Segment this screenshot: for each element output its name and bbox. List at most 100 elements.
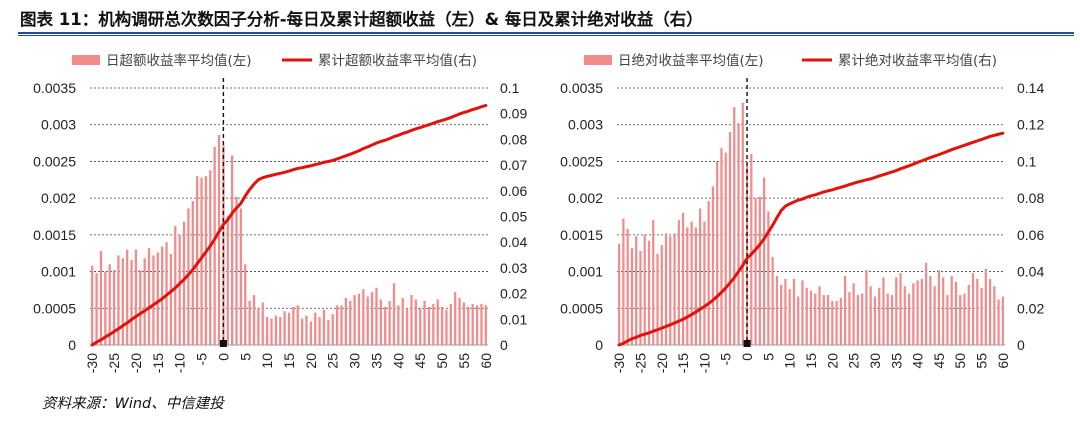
y-tick-label-right: 0.03 [500, 260, 527, 276]
bar [886, 293, 889, 345]
bar [856, 295, 860, 345]
x-tick-label: 40 [910, 353, 926, 369]
bar [933, 286, 936, 345]
y-tick-label-left: 0.0015 [33, 227, 76, 243]
bar [976, 278, 979, 345]
bar [780, 284, 783, 345]
cumulative-line [90, 103, 488, 347]
figure-label: 图表 11： [20, 10, 99, 29]
bar [300, 318, 304, 345]
bar [907, 293, 911, 345]
bar [1001, 296, 1004, 345]
bar [993, 286, 996, 345]
x-tick-label: 60 [478, 353, 494, 369]
bar [865, 270, 868, 345]
y-tick-label-left: 0.0015 [560, 227, 603, 243]
y-tick-label-left: 0.002 [568, 190, 603, 206]
bar [248, 300, 251, 345]
bar [861, 293, 864, 345]
bar [805, 287, 808, 345]
bar [771, 256, 774, 345]
bar [669, 236, 672, 345]
x-tick-label: 55 [456, 353, 472, 369]
bar [942, 277, 945, 345]
bar [117, 255, 120, 345]
y-tick-label-left: 0.0035 [33, 80, 76, 96]
bar [997, 299, 1000, 345]
bar [954, 281, 958, 345]
bar [252, 295, 256, 345]
bar [950, 275, 953, 345]
bar [217, 134, 221, 345]
bar [265, 317, 269, 345]
x-tick-label: 0 [215, 353, 231, 361]
bar [270, 318, 273, 345]
bar [432, 303, 435, 345]
bar [335, 305, 339, 345]
bar [182, 221, 186, 345]
bar [414, 299, 417, 345]
bar [112, 270, 116, 345]
bar [340, 305, 343, 345]
x-tick-label: 0 [739, 353, 755, 361]
bar [357, 293, 361, 345]
y-tick-label-right: 0.02 [500, 286, 527, 302]
bar [699, 208, 702, 345]
bar [988, 278, 992, 345]
bar [639, 251, 642, 345]
x-tick-label: 45 [931, 353, 947, 369]
bar [147, 248, 151, 345]
x-tick-label: 30 [347, 353, 363, 369]
y-tick-label-right: 0.1 [1017, 153, 1037, 169]
bar [392, 283, 396, 345]
bar [235, 196, 238, 345]
bar [882, 277, 885, 345]
bar [379, 299, 382, 345]
bar [322, 309, 326, 345]
bar [826, 295, 830, 345]
bar [643, 234, 646, 345]
bar [724, 152, 727, 345]
bar [925, 262, 928, 345]
x-tick-label: 15 [803, 353, 819, 369]
bar [818, 286, 821, 345]
bar [728, 132, 732, 345]
bar [454, 292, 457, 345]
x-tick-label: 10 [259, 353, 275, 369]
source-note: 资料来源：Wind、中信建投 [42, 396, 224, 412]
bar [920, 278, 923, 345]
bar-series [91, 134, 487, 345]
legend: 日超额收益率平均值(左) 累计超额收益率平均值(右) [72, 52, 477, 69]
cumulative-line [617, 131, 1005, 347]
bar [912, 283, 915, 345]
bar [314, 312, 317, 345]
bar [174, 226, 177, 345]
x-tick-label: 25 [846, 353, 862, 369]
y-tick-label-right: 0 [500, 337, 508, 353]
bar [419, 308, 422, 345]
bar [331, 314, 334, 345]
y-axis-left: 0 0.0005 0.001 0.0015 0.002 0.0025 0.003 0.0035 [560, 80, 603, 353]
y-tick-label-left: 0.002 [41, 190, 76, 206]
x-tick-label: -15 [675, 353, 691, 373]
y-axis-right: 0 0.02 0.04 0.06 0.08 0.1 0.12 0.14 [1017, 80, 1044, 353]
bar [814, 293, 817, 345]
bar [656, 253, 659, 345]
x-tick-label: 35 [368, 353, 384, 369]
bar [257, 308, 260, 345]
bar [720, 148, 723, 345]
bar [673, 233, 676, 345]
bar [694, 227, 697, 345]
x-tick-label: 55 [974, 353, 990, 369]
bar [716, 161, 719, 345]
bar [427, 306, 431, 345]
bar [971, 273, 975, 345]
bar [703, 221, 706, 345]
bar [209, 170, 212, 345]
bar [788, 289, 791, 345]
bar [878, 287, 881, 345]
legend-bar-label: 日超额收益率平均值(左) [106, 52, 252, 69]
bar [839, 298, 842, 345]
bar [458, 298, 461, 345]
bar [130, 259, 133, 345]
